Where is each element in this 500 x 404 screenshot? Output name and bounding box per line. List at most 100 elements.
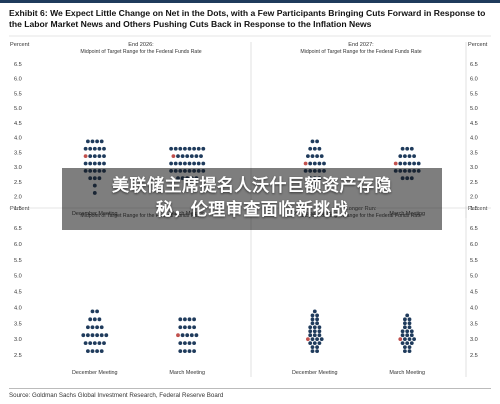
dot-point — [83, 146, 88, 151]
dot-point — [403, 317, 407, 322]
y-tick-label: 4.0 — [14, 136, 22, 142]
dot-point — [319, 337, 324, 342]
dot-point — [317, 341, 322, 346]
dot-point — [95, 325, 99, 330]
dot-point — [187, 349, 192, 353]
y-tick-label: 4.5 — [14, 121, 22, 127]
y-tick-label: 2.5 — [470, 180, 478, 186]
headline-overlay: 美联储主席提名人沃什巨额资产存隐 秘，伦理审查面临新挑战 — [62, 168, 442, 230]
dot-point — [88, 154, 93, 159]
y-axis-label: Percent — [468, 206, 488, 212]
dot-point — [400, 341, 405, 346]
dot-point — [201, 146, 206, 151]
y-tick-label: 1.5 — [14, 206, 22, 212]
dot-point — [183, 161, 187, 166]
dot-point — [83, 341, 88, 346]
dot-point — [310, 139, 315, 144]
dot-point — [308, 161, 313, 166]
dot-point — [407, 345, 412, 350]
dot-point — [90, 309, 95, 314]
dot-point — [412, 337, 416, 342]
dot-point — [312, 341, 317, 346]
dot-point — [187, 341, 192, 346]
dot-point — [403, 161, 407, 166]
dot-point — [398, 337, 403, 342]
dot-point — [312, 309, 317, 314]
x-category-label: December Meeting — [292, 370, 338, 376]
dot-point — [90, 333, 95, 338]
y-tick-label: 3.5 — [470, 321, 478, 327]
dot-point — [310, 313, 315, 318]
y-tick-label: 3.0 — [470, 165, 478, 171]
headline-line-1: 美联储主席提名人沃什巨额资产存隐 — [112, 176, 392, 196]
dot-point — [398, 154, 403, 159]
y-tick-label: 6.0 — [470, 242, 478, 248]
dot-point — [409, 341, 414, 346]
y-tick-label: 6.5 — [470, 62, 478, 68]
dot-point — [178, 341, 183, 346]
dot-point — [171, 154, 176, 159]
dot-point — [303, 161, 308, 166]
dot-point — [315, 317, 319, 322]
y-tick-label: 6.0 — [14, 77, 22, 83]
dot-point — [176, 333, 180, 338]
dot-point — [102, 154, 106, 159]
dot-point — [194, 333, 199, 338]
y-tick-label: 2.5 — [470, 353, 478, 359]
y-tick-label: 5.0 — [14, 274, 22, 280]
dot-point — [86, 349, 90, 353]
dot-point — [322, 161, 326, 166]
dot-point — [403, 325, 407, 330]
y-tick-label: 1.5 — [470, 206, 478, 212]
y-tick-label: 2.0 — [470, 195, 478, 201]
dot-point — [95, 333, 99, 338]
dot-point — [403, 345, 407, 350]
dot-point — [189, 333, 194, 338]
dot-point — [92, 154, 97, 159]
x-category-label: March Meeting — [389, 370, 425, 376]
dot-point — [315, 349, 319, 353]
dot-point — [189, 154, 194, 159]
y-tick-label: 6.5 — [14, 62, 22, 68]
dot-point — [192, 317, 197, 322]
dot-point — [310, 337, 315, 342]
y-tick-label: 3.0 — [14, 337, 22, 343]
y-tick-label: 6.0 — [470, 77, 478, 83]
dot-point — [409, 329, 414, 334]
dot-point — [407, 325, 412, 330]
x-category-label: March Meeting — [169, 370, 205, 376]
y-tick-label: 2.0 — [14, 195, 22, 201]
dot-point — [104, 333, 109, 338]
dot-point — [393, 161, 398, 166]
dot-point — [192, 146, 197, 151]
dot-point — [403, 154, 407, 159]
dot-point — [317, 146, 322, 151]
dot-point — [83, 154, 88, 159]
exhibit-title: Exhibit 6: We Expect Little Change on Ne… — [9, 8, 493, 30]
dot-point — [312, 333, 317, 338]
dot-point — [312, 325, 317, 330]
dot-point — [102, 161, 106, 166]
dot-point — [183, 349, 187, 353]
source-note: Source: Goldman Sachs Global Investment … — [9, 392, 224, 399]
dot-point — [83, 161, 88, 166]
dot-point — [315, 139, 319, 144]
headline-line-2: 秘，伦理审查面临新挑战 — [155, 200, 349, 220]
y-tick-label: 3.5 — [470, 150, 478, 156]
dot-point — [169, 146, 174, 151]
dot-point — [178, 146, 183, 151]
dot-point — [308, 333, 313, 338]
headline-text: 美联储主席提名人沃什巨额资产存隐 秘，伦理审查面临新挑战 — [62, 174, 442, 222]
dot-point — [310, 345, 315, 350]
dot-point — [183, 341, 187, 346]
dot-point — [90, 139, 95, 144]
dot-point — [102, 341, 106, 346]
dot-point — [310, 321, 315, 326]
bottom-rule — [9, 388, 491, 389]
dot-point — [405, 313, 410, 318]
y-tick-label: 4.5 — [470, 121, 478, 127]
dot-point — [405, 333, 410, 338]
dot-point — [201, 161, 206, 166]
y-tick-label: 5.0 — [470, 106, 478, 112]
